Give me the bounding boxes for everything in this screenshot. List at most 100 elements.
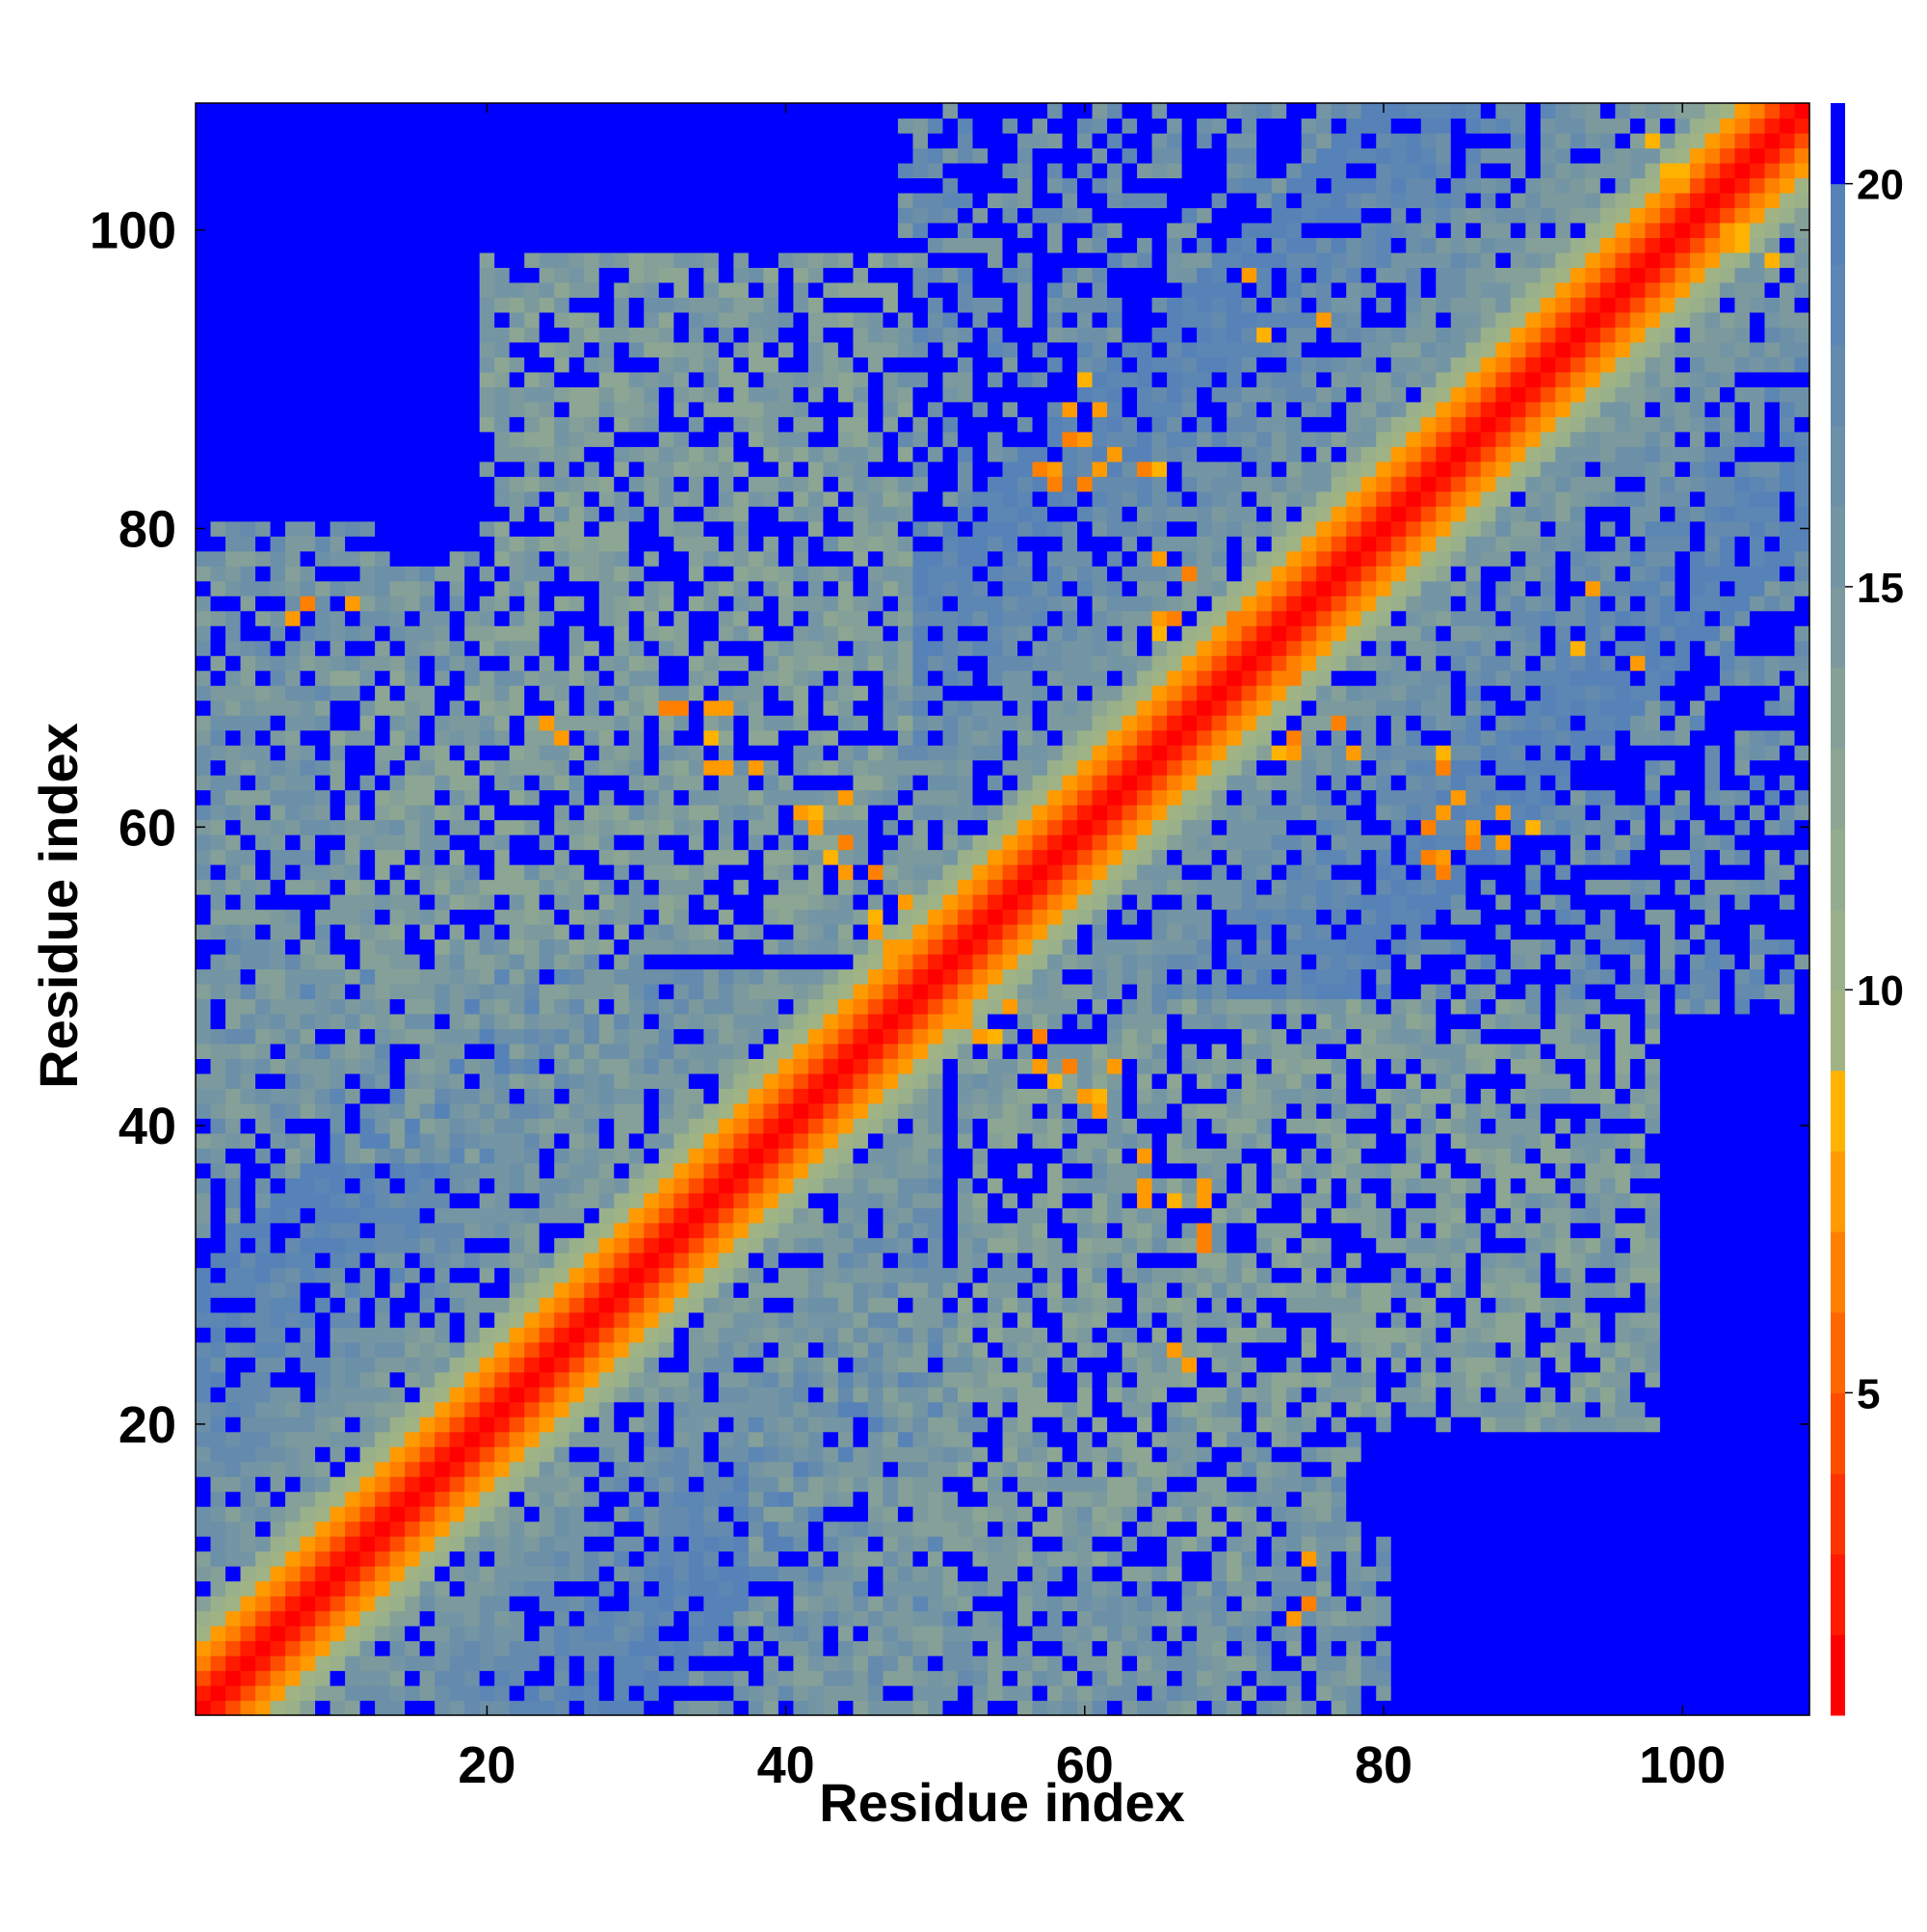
heatmap-cell (568, 745, 585, 761)
heatmap-cell (644, 1431, 660, 1447)
heatmap-cell (554, 1476, 570, 1493)
heatmap-cell (688, 1327, 704, 1343)
heatmap-cell (614, 341, 630, 357)
heatmap-cell (584, 1357, 600, 1373)
heatmap-cell (763, 1282, 779, 1298)
heatmap-cell (763, 118, 779, 134)
heatmap-cell (300, 1626, 316, 1642)
heatmap-cell (763, 1132, 779, 1149)
heatmap-cell (375, 357, 391, 373)
heatmap-cell (375, 1566, 391, 1582)
heatmap-cell (688, 1566, 704, 1582)
heatmap-cell (315, 207, 331, 224)
heatmap-cell (673, 1237, 690, 1254)
heatmap-cell (330, 923, 346, 940)
heatmap-cell (330, 1626, 346, 1642)
heatmap-cell (853, 909, 869, 925)
heatmap-cell (509, 1162, 525, 1178)
heatmap-cell (628, 192, 645, 209)
heatmap-cell (778, 1088, 794, 1104)
heatmap-cell (568, 998, 585, 1015)
heatmap-cell (270, 595, 286, 612)
heatmap-cell (673, 580, 690, 596)
heatmap-cell (718, 595, 734, 612)
heatmap-cell (867, 177, 884, 194)
heatmap-cell (524, 759, 541, 776)
heatmap-cell (479, 819, 495, 835)
heatmap-cell (196, 1610, 212, 1627)
heatmap-cell (688, 1506, 704, 1522)
heatmap-cell (658, 1431, 674, 1447)
heatmap-cell (359, 1013, 376, 1030)
heatmap-cell (807, 998, 824, 1015)
heatmap-cell (375, 1626, 391, 1642)
heatmap-cell (196, 580, 212, 596)
heatmap-cell (748, 177, 764, 194)
heatmap-cell (688, 1357, 704, 1373)
heatmap-cell (837, 341, 855, 357)
heatmap-cell (330, 610, 346, 626)
heatmap-cell (807, 1685, 824, 1702)
heatmap-cell (375, 132, 391, 149)
heatmap-cell (196, 670, 212, 686)
heatmap-cell (763, 849, 779, 865)
heatmap-cell (210, 237, 226, 253)
heatmap-cell (509, 700, 525, 716)
heatmap-cell (494, 1118, 511, 1134)
heatmap-cell (837, 371, 855, 387)
heatmap-cell (300, 327, 316, 343)
heatmap-cell (359, 476, 376, 492)
heatmap-cell (494, 550, 511, 567)
heatmap-cell (614, 1327, 630, 1343)
heatmap-cell (524, 1267, 541, 1284)
heatmap-cell (748, 640, 764, 656)
heatmap-cell (494, 192, 511, 209)
heatmap-cell (196, 923, 212, 940)
heatmap-cell (435, 1521, 451, 1537)
heatmap-cell (793, 1222, 809, 1238)
heatmap-cell (464, 177, 481, 194)
heatmap-cell (240, 953, 256, 970)
heatmap-cell (793, 416, 809, 433)
heatmap-cell (554, 446, 570, 463)
heatmap-cell (568, 953, 585, 970)
heatmap-cell (330, 177, 346, 194)
heatmap-cell (300, 1596, 316, 1612)
heatmap-cell (793, 1640, 809, 1656)
heatmap-cell (389, 1132, 406, 1149)
heatmap-cell (405, 1521, 421, 1537)
heatmap-cell (867, 849, 884, 865)
heatmap-cell (837, 1207, 855, 1224)
heatmap-cell (733, 1431, 750, 1447)
heatmap-cell (375, 715, 391, 731)
heatmap-cell (568, 1416, 585, 1433)
heatmap-cell (240, 311, 256, 328)
heatmap-cell (240, 566, 256, 582)
heatmap-cell (823, 1357, 839, 1373)
heatmap-cell (568, 207, 585, 224)
heatmap-cell (748, 566, 764, 582)
heatmap-cell (793, 1476, 809, 1493)
heatmap-cell (345, 327, 361, 343)
heatmap-cell (509, 1043, 525, 1060)
heatmap-cell (539, 1178, 555, 1194)
heatmap-cell (733, 953, 750, 970)
heatmap-cell (359, 386, 376, 403)
heatmap-cell (793, 357, 809, 373)
heatmap-cell (748, 1357, 764, 1373)
heatmap-cell (688, 759, 704, 776)
heatmap-cell (554, 1237, 570, 1254)
heatmap-cell (644, 1282, 660, 1298)
heatmap-cell (823, 894, 839, 911)
heatmap-cell (778, 759, 794, 776)
heatmap-cell (509, 670, 525, 686)
heatmap-cell (614, 1670, 630, 1686)
heatmap-cell (270, 1416, 286, 1433)
heatmap-cell (345, 655, 361, 672)
heatmap-cell (644, 1387, 660, 1403)
heatmap-cell (479, 1655, 495, 1672)
heatmap-cell (449, 103, 465, 119)
heatmap-cell (285, 251, 302, 268)
heatmap-cell (300, 1207, 316, 1224)
heatmap-cell (853, 1088, 869, 1104)
